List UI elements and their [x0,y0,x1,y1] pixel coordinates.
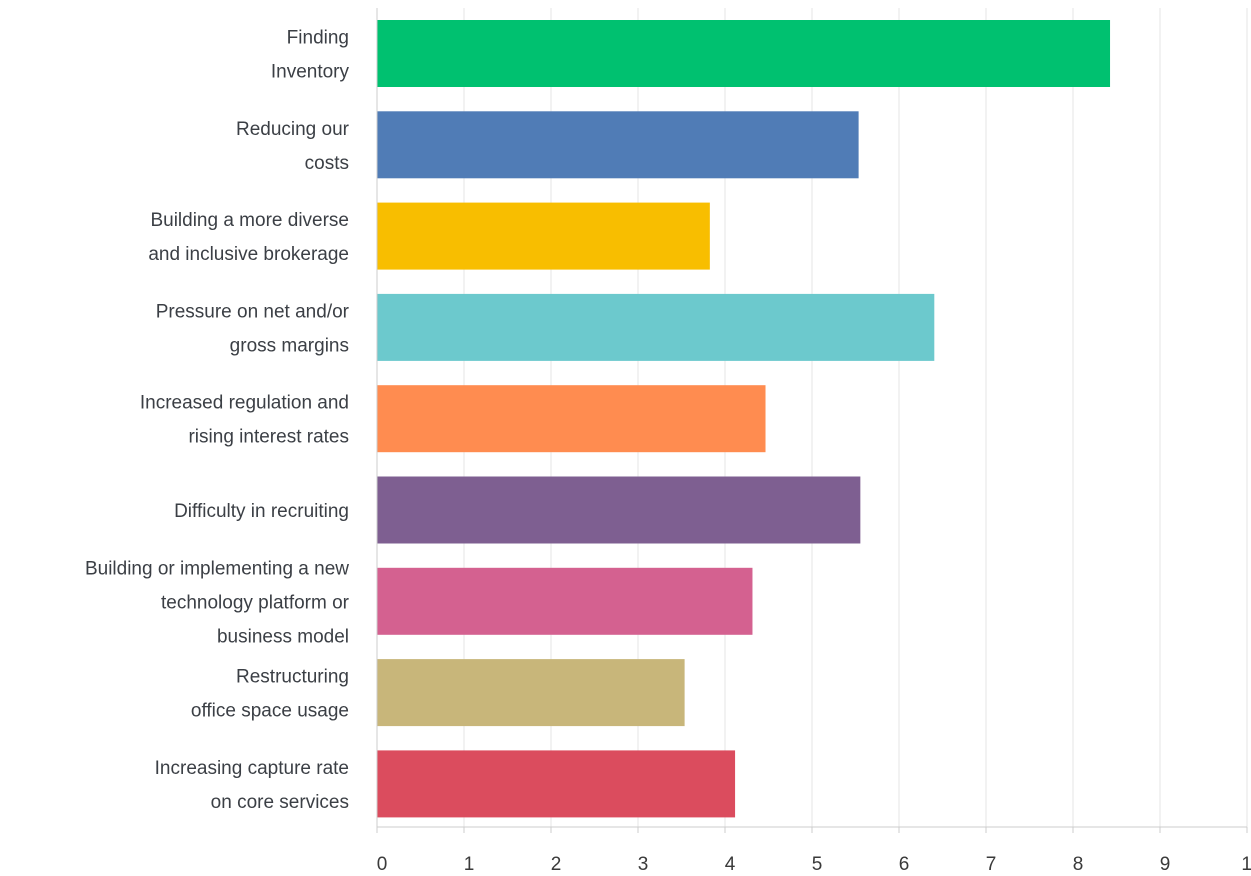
bar-5 [377,385,766,453]
category-label-2-line-2: costs [305,153,349,174]
x-tick-label-5: 5 [812,854,823,875]
category-label-3-line-1: Building a more diverse [150,210,349,231]
label-layer: 0 1 2 3 4 5 6 7 8 9 10 Finding Inventory Reducing our… [85,28,1251,876]
bar-1 [377,20,1111,87]
axis-layer [376,8,1248,833]
x-tick-label-7: 7 [986,854,997,875]
x-tick-label-9: 9 [1160,854,1171,875]
category-label-3-line-2: and inclusive brokerage [148,244,349,265]
category-label-9-line-2: on core services [211,792,349,813]
category-label-5-line-2: rising interest rates [188,427,349,448]
category-label-4-line-1: Pressure on net and/or [156,301,350,322]
category-label-8-line-2: office space usage [191,701,349,722]
category-label-7-line-3: business model [217,626,349,647]
category-label-9-line-1: Increasing capture rate [155,758,349,779]
category-label-4-line-2: gross margins [230,335,349,356]
x-tick-label-10: 10 [1241,854,1251,875]
x-tick-label-6: 6 [899,854,910,875]
x-tick-label-3: 3 [638,854,649,875]
category-label-6-line-1: Difficulty in recruiting [174,501,349,522]
category-label-2-line-1: Reducing our [236,119,350,140]
category-label-1-line-1: Finding [287,28,349,49]
x-tick-label-8: 8 [1073,854,1084,875]
category-label-5-line-1: Increased regulation and [140,393,349,414]
bar-8 [377,659,685,727]
category-label-7-line-1: Building or implementing a new [85,558,349,579]
x-tick-label-4: 4 [725,854,736,875]
x-tick-label-1: 1 [464,854,475,875]
bar-7 [377,567,753,635]
bar-3 [377,202,710,270]
x-tick-label-2: 2 [551,854,562,875]
bar-2 [377,111,859,179]
bar-9 [377,750,736,818]
x-tick-label-0: 0 [377,854,388,875]
bar-6 [377,476,861,544]
category-label-1-line-2: Inventory [271,62,350,83]
category-label-8-line-1: Restructuring [236,667,349,688]
bar-layer [377,20,1111,818]
bar-4 [377,293,935,361]
category-label-7-line-2: technology platform or [161,592,350,613]
